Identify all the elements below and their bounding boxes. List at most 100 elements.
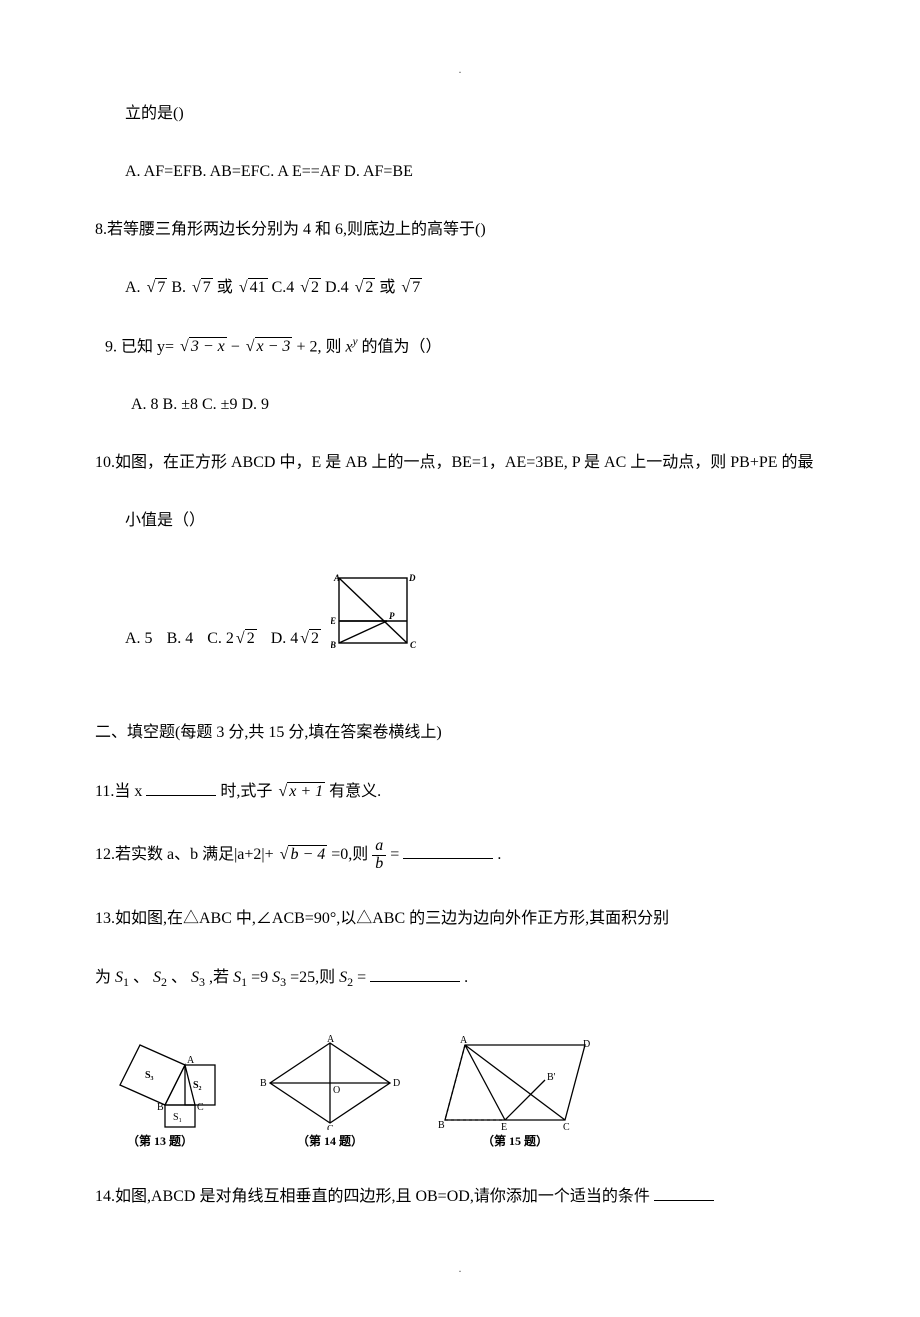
radicand: x − 3 (255, 337, 293, 356)
frac-num: a (372, 838, 386, 856)
footer-marker: . (0, 1259, 920, 1277)
lbl-D: D (583, 1039, 590, 1050)
q12-d: . (497, 846, 501, 863)
S3: S (191, 969, 199, 986)
radicand: x + 1 (287, 782, 325, 801)
q9-options: A. 8 B. ±8 C. ±9 D. 9 (95, 393, 825, 417)
q11-c: 有意义. (329, 783, 381, 800)
q10-figure: A D E P B C (331, 573, 421, 651)
q12-a: 12.若实数 a、b 满足|a+2|+ (95, 846, 274, 863)
lbl-C: C (410, 640, 417, 650)
var-x: x (345, 338, 352, 355)
lbl-E: E (331, 616, 336, 626)
q9-tail2: 的值为（） (362, 338, 442, 355)
q10-stem: 10.如图，在正方形 ABCD 中，E 是 AB 上的一点，BE=1，AE=3B… (95, 451, 825, 475)
q7-tail: 立的是() (125, 105, 184, 122)
lbl-P: P (389, 611, 395, 621)
q13-line2: 为 S1 、 S2 、 S3 ,若 S1 =9 S3 =25,则 S2 = . (95, 965, 825, 991)
fig15-svg: A D B E C B' (435, 1035, 595, 1130)
sqrt-icon: x − 3 (244, 335, 293, 359)
blank (654, 1184, 714, 1201)
q8-Bor: 或 (217, 279, 237, 296)
blank (403, 842, 493, 859)
i1: 1 (123, 975, 129, 989)
q14-a: 14.如图,ABCD 是对角线互相垂直的四边形,且 OB=OD,请你添加一个适当… (95, 1188, 650, 1205)
radicand: 7 (201, 278, 213, 297)
q11-a: 11.当 x (95, 783, 142, 800)
q10-options-row: A. 5 B. 4 C. 2 2 D. 4 2 A D E P B C (95, 573, 825, 651)
i3b: 3 (280, 975, 286, 989)
fig14-cap: （第 14 题） (255, 1132, 405, 1150)
sqrt-icon: x + 1 (276, 780, 325, 804)
sqrt-icon: 41 (237, 276, 268, 300)
q7-options: A. AF=EFB. AB=EFC. A E==AF D. AF=BE (95, 160, 825, 184)
sqrt-icon: 7 (145, 276, 168, 300)
header-marker: . (0, 60, 920, 78)
S3b: S (272, 969, 280, 986)
sqrt-icon: 7 (399, 276, 422, 300)
q13-line1: 13.如如图,在△ABC 中,∠ACB=90°,以△ABC 的三边为边向外作正方… (95, 907, 825, 931)
q8-B: B. (171, 279, 186, 296)
t: ,若 (209, 969, 233, 986)
radicand: 2 (245, 629, 257, 648)
sqrt-icon: 2 (234, 627, 257, 651)
q8-C: C.4 (272, 279, 295, 296)
q9-stem: 9. 已知 y= 3 − x − x − 3 + 2, 则 xy 的值为（） (95, 334, 825, 359)
fig15-cap: （第 15 题） (435, 1132, 595, 1150)
lbl-B: B (331, 640, 336, 650)
q8-stem: 8.若等腰三角形两边长分别为 4 和 6,则底边上的高等于() (95, 218, 825, 242)
q10-B: B. 4 (167, 627, 194, 651)
lbl-A: A (327, 1035, 335, 1045)
t: . (464, 969, 468, 986)
figure-row: A B C S₁ S₂ S₃ （第 13 题） A (95, 1025, 825, 1150)
sqrt-icon: b − 4 (278, 843, 328, 867)
q12: 12.若实数 a、b 满足|a+2|+ b − 4 =0,则 a b = . (95, 838, 825, 873)
radicand: 7 (410, 278, 422, 297)
lbl-S2: S₂ (193, 1080, 202, 1091)
sqrt-icon: 7 (190, 276, 213, 300)
radicand: 2 (363, 278, 375, 297)
q10-C: C. 2 (207, 627, 234, 651)
radicand: b − 4 (288, 845, 327, 864)
lbl-O: O (333, 1085, 340, 1096)
t: =25,则 (290, 969, 339, 986)
q10-D: D. 4 (271, 627, 299, 651)
frac-den: b (372, 856, 386, 873)
page: . 立的是() A. AF=EFB. AB=EFC. A E==AF D. AF… (0, 0, 920, 1317)
sep: 、 (133, 969, 149, 986)
radicand: 41 (248, 278, 268, 297)
lbl-B: B (438, 1120, 445, 1130)
lbl-A: A (460, 1035, 468, 1046)
t: = (357, 969, 366, 986)
q12-c: = (390, 846, 399, 863)
sqrt-icon: 2 (298, 276, 321, 300)
sqrt-icon: 2 (298, 627, 321, 651)
q10-stem-1: 10.如图，在正方形 ABCD 中，E 是 AB 上的一点，BE=1，AE=3B… (95, 454, 814, 471)
S1: S (115, 969, 123, 986)
fig14: A B C D O （第 14 题） (255, 1035, 405, 1150)
lbl-B: B (260, 1078, 267, 1089)
q11: 11.当 x 时,式子 x + 1 有意义. (95, 779, 825, 804)
S2b: S (339, 969, 347, 986)
lbl-S1: S₁ (173, 1112, 182, 1123)
q9-lead: 9. 已知 y= (105, 338, 174, 355)
i1b: 1 (241, 975, 247, 989)
lbl-E: E (501, 1122, 507, 1130)
S2: S (153, 969, 161, 986)
q10-stem-2: 小值是（） (95, 509, 825, 533)
S1b: S (233, 969, 241, 986)
sep: 、 (171, 969, 187, 986)
radicand: 3 − x (189, 337, 227, 356)
q7-tail-line: 立的是() (95, 102, 825, 126)
lbl-C: C (563, 1122, 570, 1130)
blank (370, 965, 460, 982)
fraction: a b (372, 838, 386, 873)
i2b: 2 (347, 975, 353, 989)
fig13-svg: A B C S₁ S₂ S₃ (95, 1025, 225, 1130)
q10-A: A. 5 (125, 627, 153, 651)
sqrt-icon: 3 − x (178, 335, 227, 359)
lbl-A: A (333, 573, 340, 583)
q14: 14.如图,ABCD 是对角线互相垂直的四边形,且 OB=OD,请你添加一个适当… (95, 1184, 825, 1209)
q8-Dor: 或 (379, 279, 399, 296)
fig15: A D B E C B' （第 15 题） (435, 1035, 595, 1150)
